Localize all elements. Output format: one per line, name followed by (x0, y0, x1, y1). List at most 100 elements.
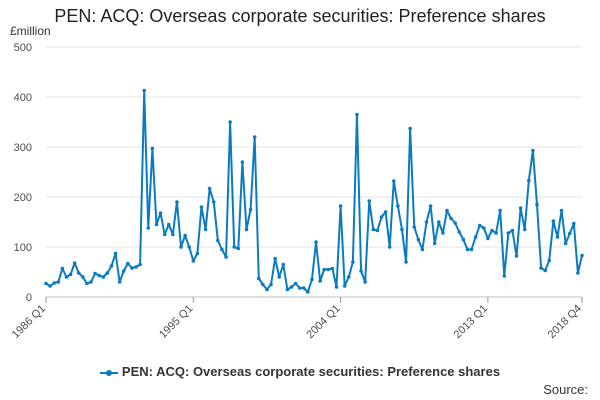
data-point (572, 221, 576, 226)
data-point (273, 256, 277, 261)
data-point (154, 222, 159, 227)
legend[interactable]: PEN: ACQ: Overseas corporate securities:… (0, 364, 600, 379)
source-label: Source: (543, 382, 588, 397)
x-tick-label: 1995 Q1 (157, 303, 195, 341)
data-point (277, 275, 282, 279)
data-point (207, 186, 212, 191)
data-point (576, 271, 580, 275)
y-tick-label: 500 (14, 42, 32, 54)
data-point (150, 146, 155, 151)
data-point (445, 208, 449, 213)
data-point (453, 221, 457, 225)
data-point (203, 227, 208, 232)
data-point (146, 226, 151, 230)
data-point (400, 227, 404, 232)
data-point (355, 112, 359, 117)
data-point (543, 268, 547, 273)
data-point (510, 228, 515, 233)
data-point (379, 215, 384, 219)
data-point (551, 219, 556, 223)
y-tick-label: 100 (14, 242, 32, 254)
data-point (265, 287, 269, 292)
data-point (52, 281, 56, 285)
data-point (367, 199, 372, 203)
data-point (166, 222, 171, 227)
gridlines (46, 46, 582, 248)
data-point (89, 280, 93, 284)
data-point (563, 241, 568, 246)
data-point (424, 220, 429, 224)
data-point (387, 245, 392, 249)
data-point (64, 275, 69, 279)
data-point (461, 237, 466, 242)
axes: 0 100 200 300 400 500 1986 Q1 1995 Q1 2004 Q1 201… (10, 42, 584, 341)
data-point (158, 211, 163, 215)
data-point (289, 285, 294, 289)
x-tick-label: 2004 Q1 (304, 303, 342, 341)
data-point (117, 280, 122, 284)
data-point (502, 274, 507, 278)
data-point (420, 247, 425, 252)
data-point (126, 261, 130, 266)
data-point (211, 200, 216, 204)
data-point (252, 135, 257, 139)
data-point (297, 286, 302, 290)
data-point (314, 240, 318, 244)
data-point (334, 285, 339, 289)
data-point (363, 280, 367, 284)
data-point (301, 286, 306, 290)
data-point (48, 284, 52, 288)
data-point (240, 160, 245, 164)
data-point (346, 275, 351, 279)
data-point (567, 231, 572, 236)
data-point (469, 247, 474, 252)
data-point (412, 225, 417, 229)
data-point (138, 262, 142, 267)
data-point (236, 246, 241, 251)
data-point (293, 281, 298, 286)
data-point (449, 216, 453, 221)
data-point (81, 275, 85, 279)
data-point (547, 258, 552, 263)
data-point (522, 227, 527, 232)
data-point (248, 207, 253, 212)
data-point (76, 271, 81, 275)
data-point (142, 88, 146, 93)
x-tick-label: 2013 Q1 (452, 303, 490, 341)
data-point (113, 251, 118, 256)
x-tick-label: 1986 Q1 (10, 303, 48, 341)
data-point (531, 148, 535, 153)
y-tick-label: 0 (26, 292, 32, 304)
data-point (285, 287, 290, 292)
data-point (72, 261, 77, 265)
data-point (514, 254, 519, 258)
data-point (490, 228, 494, 233)
data-point (216, 238, 220, 243)
data-point (85, 281, 89, 286)
series-layer (44, 88, 584, 294)
data-point (310, 277, 314, 282)
data-point (498, 208, 502, 213)
legend-series-label: PEN: ACQ: Overseas corporate securities:… (121, 364, 501, 379)
data-point (486, 236, 490, 241)
data-point (477, 223, 482, 228)
data-point (338, 204, 343, 208)
y-tick-label: 400 (14, 92, 32, 104)
data-point (535, 202, 539, 207)
data-point (130, 266, 134, 270)
data-point (60, 266, 65, 271)
data-point (306, 290, 310, 294)
y-axis-unit-label: £million (10, 24, 51, 38)
legend-series-swatch (99, 367, 118, 379)
data-point (134, 265, 138, 269)
data-point (121, 269, 126, 273)
data-point (416, 237, 421, 242)
data-point (269, 282, 273, 287)
data-point (256, 276, 261, 281)
data-point (494, 231, 498, 235)
data-point (326, 267, 331, 272)
data-point (404, 260, 408, 264)
data-point (391, 179, 396, 183)
data-point (318, 279, 322, 283)
data-point (580, 253, 584, 258)
